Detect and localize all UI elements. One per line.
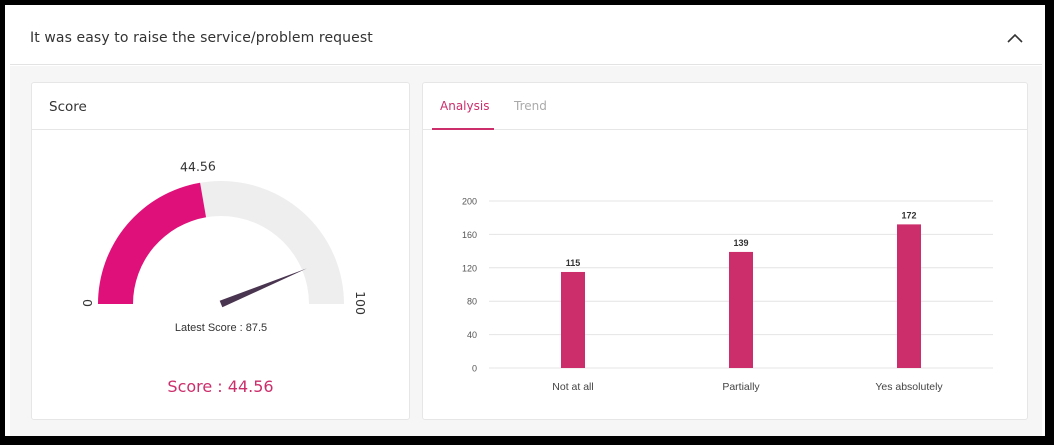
tab-trend[interactable]: Trend: [514, 99, 547, 113]
bar: [729, 251, 753, 368]
bar-data-label: 172: [901, 210, 916, 220]
chevron-up-icon[interactable]: [1005, 29, 1025, 49]
y-tick-label: 0: [472, 364, 477, 374]
score-card: Score 44.56 0 100 Latest Score : 87.5 Sc…: [31, 82, 410, 420]
question-header[interactable]: It was easy to raise the service/problem…: [10, 10, 1042, 65]
gauge-needle: [219, 268, 307, 308]
score-card-title: Score: [49, 99, 87, 115]
score-gauge: 44.56 0 100 Latest Score : 87.5: [80, 158, 368, 334]
active-tab-indicator: [432, 128, 494, 130]
x-category-label: Not at all: [552, 381, 593, 393]
x-category-label: Yes absolutely: [875, 381, 943, 393]
bar-data-label: 139: [733, 238, 748, 248]
question-title: It was easy to raise the service/problem…: [30, 30, 373, 46]
y-tick-label: 160: [462, 230, 477, 240]
gauge-min-label: 0: [80, 299, 95, 307]
gauge-value-label: 44.56: [180, 158, 216, 174]
tab-analysis[interactable]: Analysis: [440, 99, 490, 113]
bar: [897, 224, 921, 368]
y-tick-label: 80: [467, 297, 477, 307]
content-area: Score 44.56 0 100 Latest Score : 87.5 Sc…: [10, 66, 1042, 436]
score-card-header: Score: [32, 83, 409, 130]
analysis-card: Analysis Trend 0 40 80 120 160 200 115 Not at a…: [422, 82, 1028, 420]
y-tick-label: 40: [467, 330, 477, 340]
y-tick-label: 200: [462, 197, 477, 207]
bar-data-label: 115: [566, 258, 581, 268]
y-tick-label: 120: [462, 263, 477, 273]
bar: [561, 271, 585, 368]
analysis-tabs: Analysis Trend: [423, 83, 1027, 130]
latest-score-label: Latest Score : 87.5: [175, 322, 267, 334]
score-value-text: Score : 44.56: [167, 377, 274, 396]
bar-chart: 0 40 80 120 160 200 115 Not at all 139 Partially 1…: [462, 197, 993, 393]
gauge-max-label: 100: [353, 291, 368, 315]
gauge-fill: [98, 182, 207, 304]
x-category-label: Partially: [722, 381, 760, 393]
